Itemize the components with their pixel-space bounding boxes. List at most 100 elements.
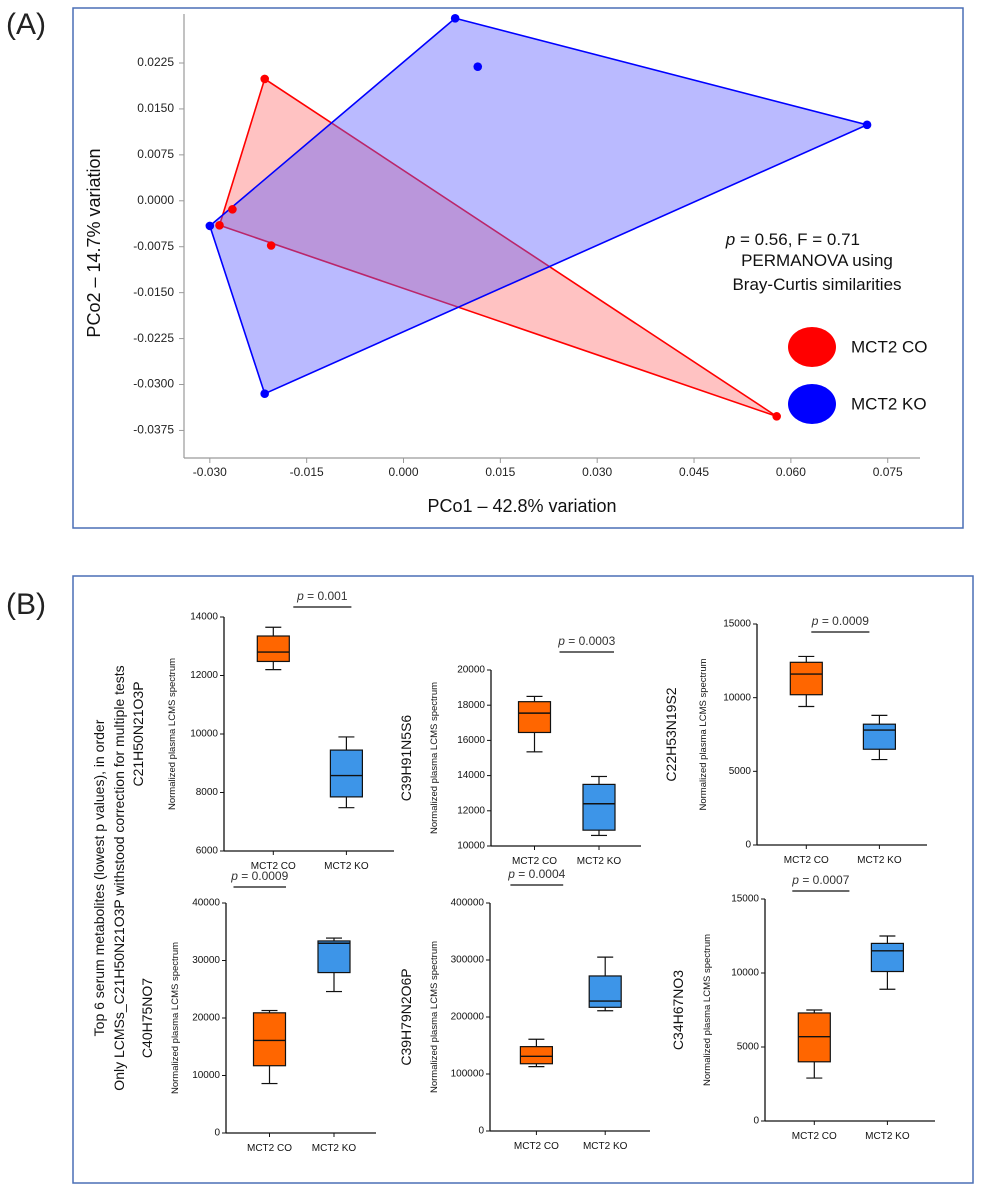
- panel-a-label: (A): [6, 8, 46, 41]
- x-axis-label: PCo1 – 42.8% variation: [427, 496, 616, 516]
- boxplot-4: 0 10000 20000 30000 40000 MCT2 CO MCT2 KO C40H7…: [139, 869, 376, 1154]
- p-symbol: p: [811, 614, 819, 628]
- permanova-distance: Bray-Curtis similarities: [732, 275, 901, 294]
- category-label: MCT2 CO: [792, 1131, 837, 1142]
- y-tick-label: 14000: [190, 612, 218, 623]
- y-tick-label: -0.0225: [133, 331, 174, 345]
- y-tick-label: 15000: [731, 894, 759, 905]
- metabolite-title: C34H67NO3: [670, 970, 686, 1050]
- p-value-label: p = 0.001: [296, 589, 348, 603]
- y-tick-label: -0.0075: [133, 239, 174, 253]
- legend-ko-label: MCT2 KO: [851, 394, 927, 413]
- y-tick-label: 100000: [451, 1069, 485, 1080]
- hull-mct2-co: [218, 77, 778, 418]
- metabolite-title: C40H75NO7: [139, 978, 155, 1058]
- category-label: MCT2 CO: [251, 861, 296, 872]
- point-mct2-co: [228, 205, 237, 214]
- x-tick-label: -0.030: [193, 465, 227, 479]
- point-mct2-ko: [260, 389, 270, 398]
- category-label: MCT2 KO: [324, 861, 369, 872]
- p-value: = 0.0007: [799, 873, 850, 887]
- panel-a-frame: [72, 7, 964, 529]
- y-tick-label: 0.0000: [137, 193, 174, 207]
- x-tick-label: 0.075: [873, 465, 903, 479]
- category-label: MCT2 KO: [312, 1143, 357, 1154]
- legend-ko-swatch: [788, 384, 836, 424]
- p-value: = 0.001: [304, 589, 348, 603]
- point-mct2-ko: [450, 13, 460, 23]
- category-label: MCT2 CO: [784, 855, 829, 866]
- side-note-line1: Top 6 serum metabolites (lowest p values…: [91, 719, 107, 1036]
- y-tick-label: -0.0150: [133, 285, 174, 299]
- box-mct2-co: [789, 661, 823, 696]
- y-axis-label: Normalized plasma LCMS spectrum: [429, 941, 440, 1093]
- y-axis-label: Normalized plasma LCMS spectrum: [429, 682, 440, 834]
- p-value: = 0.0009: [238, 869, 289, 883]
- y-tick-label: 0.0075: [137, 147, 174, 161]
- boxplot-2: 10000 12000 14000 16000 18000 20000 MCT2 CO MCT…: [398, 634, 641, 867]
- y-tick-label: 10000: [192, 1070, 220, 1081]
- y-tick-label: 0: [745, 840, 751, 851]
- y-axis-label: Normalized plasma LCMS spectrum: [702, 934, 713, 1086]
- category-label: MCT2 CO: [247, 1143, 292, 1154]
- permanova-stats: p = 0.56, F = 0.71: [725, 230, 860, 249]
- point-mct2-co: [266, 241, 276, 250]
- box-mct2-co: [797, 1012, 831, 1063]
- p-symbol: p: [507, 867, 515, 881]
- y-tick-label: 10000: [457, 841, 485, 852]
- box-mct2-co: [519, 1046, 554, 1065]
- y-tick-label: 0.0150: [137, 101, 174, 115]
- y-tick-label: 10000: [190, 729, 218, 740]
- point-mct2-co: [215, 220, 224, 230]
- y-tick-label: -0.0375: [133, 423, 174, 437]
- metabolite-title: C39H91N5S6: [398, 715, 414, 802]
- panel-b-label: (B): [6, 588, 46, 621]
- p-value-label: p = 0.0003: [557, 634, 615, 648]
- pcoa-axes: 0.0225 0.0150 0.0075 0.0000 -0.0075 -0.0150 -0…: [84, 14, 920, 516]
- y-tick-label: 15000: [723, 619, 751, 630]
- y-tick-label: 0: [478, 1126, 484, 1137]
- box-mct2-ko: [329, 749, 363, 798]
- p-value: = 0.0004: [515, 867, 566, 881]
- y-tick-label: 0.0225: [137, 55, 174, 69]
- y-tick-label: -0.0300: [133, 377, 174, 391]
- y-tick-label: 10000: [731, 968, 759, 979]
- x-tick-label: 0.015: [485, 465, 515, 479]
- box-mct2-co: [517, 701, 552, 734]
- hull-mct2-ko: [208, 17, 870, 395]
- point-mct2-co: [772, 412, 781, 421]
- point-mct2-ko: [862, 120, 872, 130]
- metabolite-title: C22H53N19S2: [663, 687, 679, 781]
- y-tick-label: 14000: [457, 770, 485, 781]
- y-axis-label: PCo2 – 14.7% variation: [84, 148, 104, 337]
- y-tick-label: 8000: [196, 787, 219, 798]
- p-value: = 0.0009: [818, 614, 869, 628]
- p-symbol: p: [230, 869, 238, 883]
- y-tick-label: 12000: [457, 805, 485, 816]
- p-symbol: p: [791, 873, 799, 887]
- category-label: MCT2 CO: [512, 856, 557, 867]
- p-symbol: p: [296, 589, 304, 603]
- pcoa-scatter-plot: 0.0225 0.0150 0.0075 0.0000 -0.0075 -0.0150 -0…: [84, 13, 920, 516]
- p-symbol: p: [557, 634, 565, 648]
- metabolite-title: C39H79N2O6P: [398, 968, 414, 1065]
- x-tick-label: 0.045: [679, 465, 709, 479]
- box-mct2-co: [256, 635, 290, 663]
- y-tick-label: 20000: [457, 665, 485, 676]
- p-value-label: p = 0.0009: [811, 614, 869, 628]
- y-tick-label: 40000: [192, 898, 220, 909]
- x-tick-label: 0.060: [776, 465, 806, 479]
- boxplot-1: 6000 8000 10000 12000 14000 MCT2 CO MCT2 KO C21…: [130, 589, 394, 872]
- y-tick-label: 400000: [451, 898, 485, 909]
- y-tick-label: 16000: [457, 735, 485, 746]
- metabolite-title: C21H50N21O3P: [130, 681, 146, 786]
- box-mct2-ko: [317, 940, 351, 974]
- y-axis-label: Normalized plasma LCMS spectrum: [170, 942, 181, 1094]
- x-tick-label: 0.000: [388, 465, 418, 479]
- y-tick-label: 30000: [192, 955, 220, 966]
- y-axis-label: Normalized plasma LCMS spectrum: [167, 658, 178, 810]
- point-mct2-ko: [473, 62, 483, 71]
- permanova-method: PERMANOVA using: [741, 251, 893, 270]
- p-value-label: p = 0.0004: [507, 867, 565, 881]
